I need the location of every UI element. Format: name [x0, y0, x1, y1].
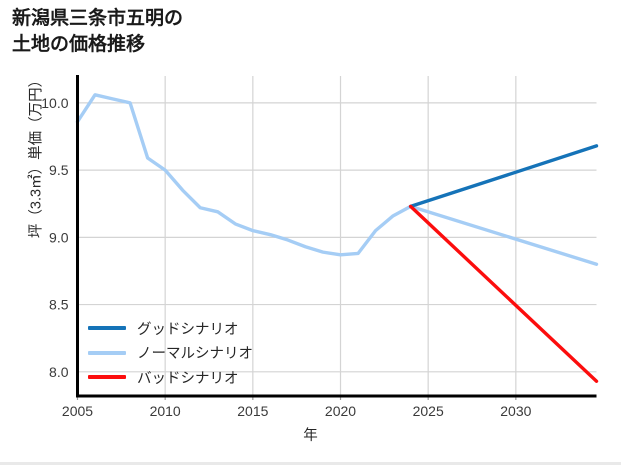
legend-swatch-bad [88, 375, 126, 380]
series-line-グッドシナリオ [408, 144, 599, 209]
legend-item-bad: バッドシナリオ [88, 365, 298, 390]
x-tick-label: 2020 [325, 403, 356, 419]
legend-swatch-normal [88, 350, 126, 355]
chart-legend: グッドシナリオ ノーマルシナリオ バッドシナリオ [88, 316, 298, 390]
x-tick-label: 2010 [150, 403, 181, 419]
x-axis-label: 年 [303, 428, 318, 444]
chart-title: 新潟県三条市五明の 土地の価格推移 [12, 6, 183, 57]
legend-label-normal: ノーマルシナリオ [137, 346, 253, 363]
legend-swatch-good [88, 326, 126, 331]
y-tick-label: 8.0 [49, 364, 69, 380]
x-tick-labels: 2005 2010 2015 2020 2025 2030 [62, 403, 532, 419]
y-gridlines [77, 102, 597, 373]
legend-label-good: グッドシナリオ [137, 321, 239, 338]
legend-label-bad: バッドシナリオ [137, 370, 239, 387]
x-tick-label: 2030 [500, 403, 531, 419]
legend-item-normal: ノーマルシナリオ [88, 341, 298, 366]
x-tick-label: 2005 [62, 403, 93, 419]
series-line-ノーマルシナリオ [75, 93, 599, 266]
legend-item-good: グッドシナリオ [88, 316, 298, 341]
y-tick-label: 9.5 [49, 162, 69, 178]
chart-title-line-1: 新潟県三条市五明の [12, 8, 184, 29]
axis-spines [76, 75, 597, 398]
series-line-バッドシナリオ [408, 204, 599, 383]
series-lines [75, 93, 599, 383]
y-tick-labels: 8.0 8.5 9.0 9.5 10.0 [41, 95, 68, 380]
chart-title-line-2: 土地の価格推移 [12, 33, 146, 55]
y-tick-label: 9.0 [49, 229, 69, 245]
y-tick-label: 10.0 [41, 95, 68, 111]
y-tick-label: 8.5 [49, 297, 69, 313]
x-tick-label: 2025 [413, 403, 444, 419]
x-tick-label: 2015 [237, 403, 268, 419]
